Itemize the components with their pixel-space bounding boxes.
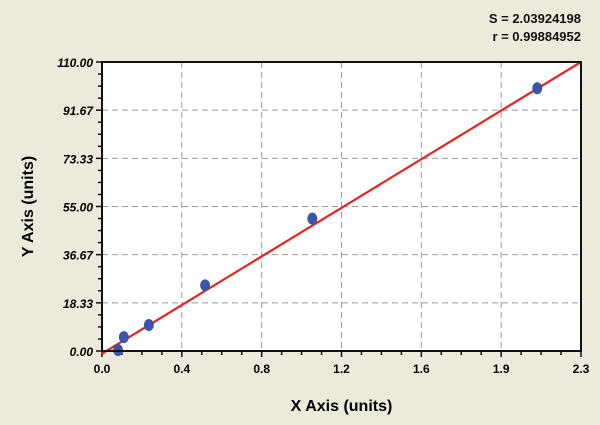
y-tick-label: 18.33 bbox=[63, 297, 93, 311]
data-point bbox=[200, 279, 211, 292]
fit-line bbox=[101, 61, 582, 355]
x-tick-label: 1.2 bbox=[333, 362, 350, 376]
data-point bbox=[532, 82, 543, 95]
y-tick-label: 73.33 bbox=[63, 152, 93, 166]
data-point bbox=[113, 343, 124, 356]
y-tick-label: 36.67 bbox=[63, 249, 94, 263]
y-tick-label: 55.00 bbox=[63, 201, 93, 215]
x-tick-label: 2.3 bbox=[573, 362, 590, 376]
x-tick-label: 0.4 bbox=[173, 362, 190, 376]
x-axis-label: X Axis (units) bbox=[291, 398, 393, 415]
data-point bbox=[307, 212, 318, 225]
x-tick-label: 0.8 bbox=[253, 362, 270, 376]
y-tick-label: 0.00 bbox=[70, 345, 94, 359]
r-statistic: r = 0.99884952 bbox=[492, 29, 581, 44]
x-tick-label: 1.9 bbox=[493, 362, 510, 376]
y-axis-label: Y Axis (units) bbox=[20, 156, 37, 257]
data-point bbox=[143, 318, 154, 331]
s-statistic: S = 2.03924198 bbox=[488, 11, 581, 26]
y-tick-label: 91.67 bbox=[63, 104, 94, 118]
y-tick-label: 110.00 bbox=[57, 56, 93, 70]
plot-border bbox=[101, 61, 582, 352]
data-point bbox=[118, 331, 129, 344]
x-tick-label: 0.0 bbox=[94, 362, 111, 376]
x-tick-label: 1.6 bbox=[413, 362, 430, 376]
